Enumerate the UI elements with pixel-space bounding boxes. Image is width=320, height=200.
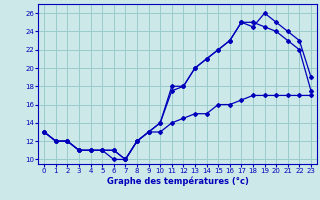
- X-axis label: Graphe des températures (°c): Graphe des températures (°c): [107, 177, 249, 186]
